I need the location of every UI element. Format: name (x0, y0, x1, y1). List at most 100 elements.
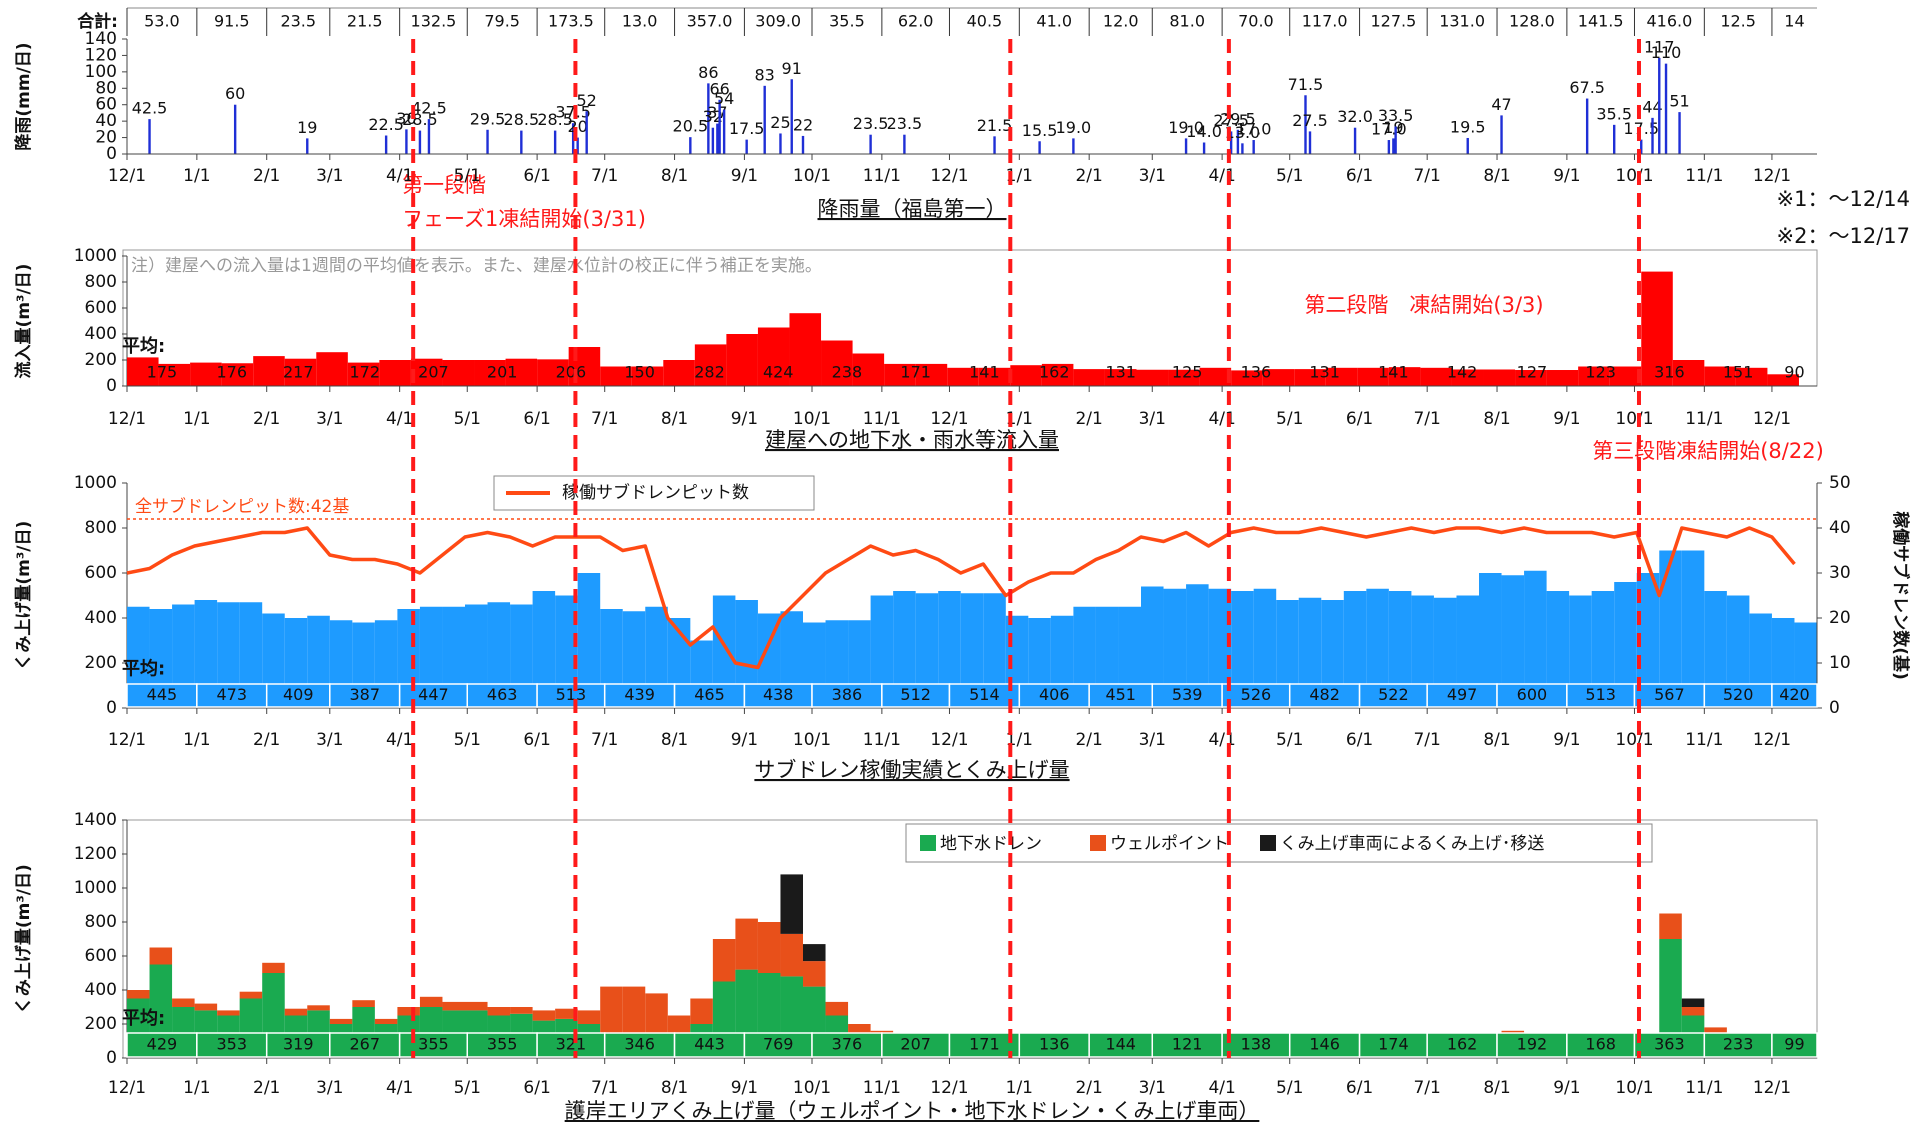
stack-segment (465, 1001, 488, 1011)
x-tick-label: 12/1 (930, 730, 968, 750)
x-tick-label: 6/1 (523, 409, 550, 429)
x-tick-label: 2/1 (1075, 409, 1102, 429)
rain-bar (585, 111, 588, 154)
stack-segment (577, 1010, 601, 1024)
data-label: 35.5 (1596, 104, 1632, 123)
x-tick-label: 11/1 (1685, 409, 1723, 429)
bar (1136, 369, 1169, 386)
average-cell (1018, 1032, 1090, 1058)
average-cell (1358, 1032, 1428, 1058)
bar (1681, 550, 1705, 708)
x-tick-label: 2/1 (253, 409, 280, 429)
bar (1569, 595, 1592, 708)
bar (1479, 573, 1502, 708)
average-value: 424 (763, 363, 794, 382)
x-tick-label: 2/1 (1075, 166, 1102, 186)
data-label: 60 (225, 84, 245, 103)
average-value: 142 (1447, 363, 1478, 382)
bar (1231, 370, 1263, 386)
bar (978, 367, 1011, 386)
average-value: 600 (1517, 685, 1548, 704)
stack-segment (848, 1024, 871, 1033)
average-value: 131 (1105, 363, 1136, 382)
bar (1186, 584, 1209, 708)
data-label: 44 (1642, 97, 1662, 116)
average-value: 267 (349, 1035, 380, 1054)
x-tick-label: 1/1 (1006, 166, 1033, 186)
bar (474, 360, 506, 386)
bar (487, 602, 511, 708)
stack-segment (194, 1003, 218, 1011)
rain-bar (711, 127, 715, 154)
legend-box (905, 823, 1653, 863)
legend-label: くみ上げ車両によるくみ上げ･移送 (1280, 834, 1544, 854)
legend-swatch (1260, 835, 1276, 851)
average-value: 465 (694, 685, 725, 704)
average-value: 438 (763, 685, 794, 704)
y-tick-label: 600 (85, 298, 117, 318)
x-tick-label: 8/1 (661, 1078, 688, 1098)
bar (1073, 369, 1105, 386)
rain-bar (689, 137, 692, 154)
x-tick-label: 12/1 (1753, 1078, 1791, 1098)
bar (1041, 363, 1074, 386)
stack-segment (712, 939, 736, 982)
rain-bar (763, 85, 766, 154)
average-value: 439 (624, 685, 655, 704)
average-value: 138 (1241, 1035, 1272, 1054)
stack-segment (600, 986, 623, 1038)
x-tick-label: 8/1 (1483, 166, 1510, 186)
x-tick-label: 8/1 (661, 409, 688, 429)
data-label: 67.5 (1569, 78, 1605, 97)
bar (1231, 591, 1254, 708)
total-value: 14 (1784, 12, 1804, 31)
rain-bar (790, 79, 793, 154)
bar (1199, 367, 1232, 386)
x-tick-label: 4/1 (386, 730, 413, 750)
average-cell (673, 1032, 746, 1058)
rain-bar (418, 130, 422, 154)
data-label: 17.5 (1623, 119, 1659, 138)
data-label: 17.0 (1236, 120, 1272, 139)
total-value: 41.0 (1036, 12, 1072, 31)
data-label: 42.5 (132, 99, 168, 118)
stack-segment (780, 874, 803, 934)
x-tick-label: 11/1 (1685, 1078, 1723, 1098)
data-label: 32.0 (1337, 107, 1373, 126)
x-tick-label: 5/1 (1276, 166, 1303, 186)
total-value: 70.0 (1238, 12, 1274, 31)
x-tick-label: 6/1 (1346, 166, 1373, 186)
stack-segment (735, 918, 758, 970)
average-value: 162 (1039, 363, 1070, 382)
average-value: 171 (900, 363, 931, 382)
average-value: 171 (969, 1035, 1000, 1054)
average-cell (1633, 1032, 1706, 1058)
average-cell (536, 1032, 606, 1058)
total-value: 12.5 (1720, 12, 1756, 31)
bar (1388, 367, 1421, 386)
rain-bar (1308, 131, 1312, 154)
bar (1546, 370, 1579, 386)
bar (172, 604, 195, 708)
x-tick-label: 11/1 (863, 409, 901, 429)
bar (712, 595, 736, 708)
x-tick-label: 9/1 (731, 409, 758, 429)
average-value: 497 (1447, 685, 1478, 704)
data-label: 91 (782, 59, 802, 78)
y-tick-label: 1200 (74, 844, 117, 864)
x-tick-label: 3/1 (316, 1078, 343, 1098)
stack-segment (217, 1010, 240, 1016)
x-tick-label: 8/1 (661, 730, 688, 750)
rain-bar (384, 135, 388, 154)
rain-bar (1658, 57, 1661, 155)
average-value: 420 (1779, 685, 1810, 704)
bar (1524, 570, 1547, 708)
bar (960, 593, 984, 708)
rain-bar (1304, 95, 1307, 154)
y2-tick-label: 10 (1829, 653, 1851, 673)
x-tick-label: 4/1 (386, 166, 413, 186)
bar (726, 334, 758, 386)
x-tick-label: 4/1 (1208, 409, 1235, 429)
data-label: 14.0 (1186, 122, 1222, 141)
